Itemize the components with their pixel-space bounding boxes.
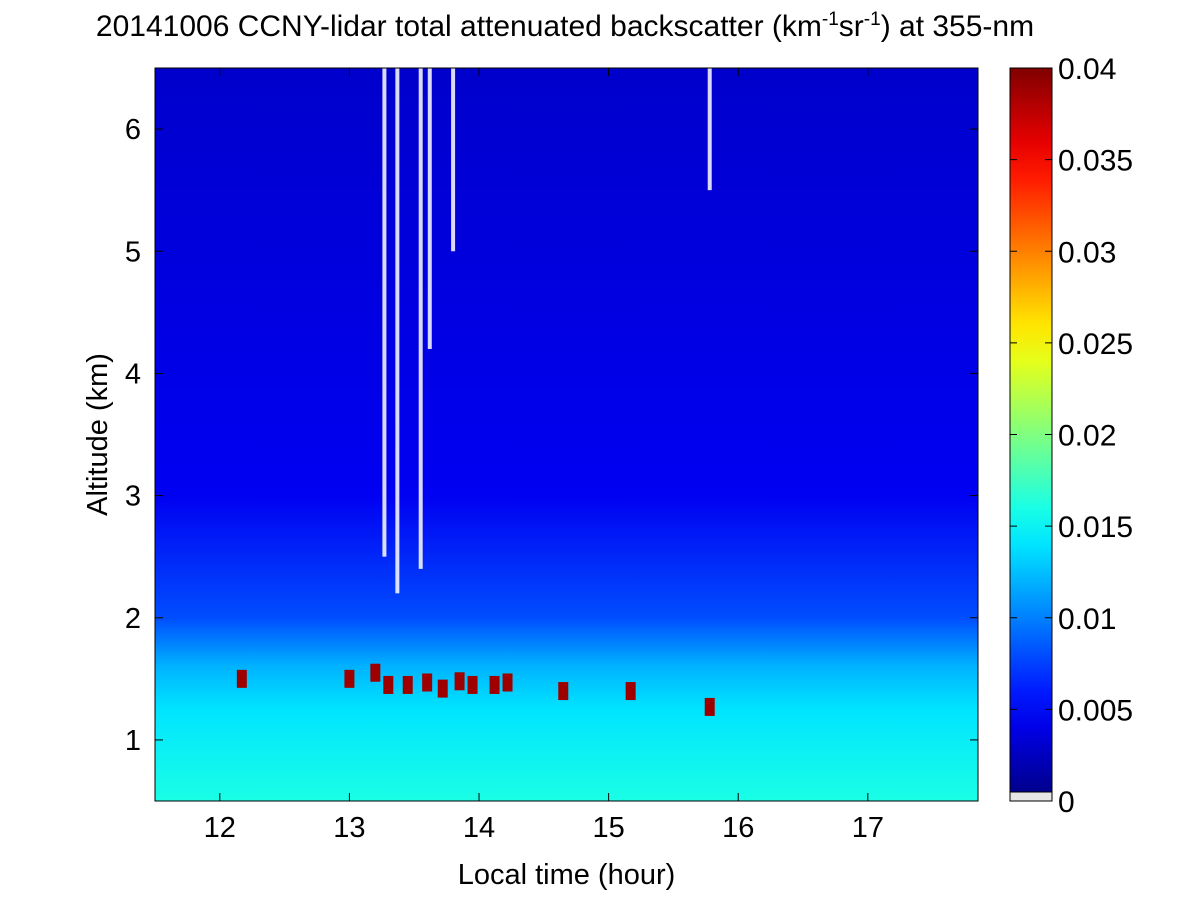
colorbar-tick-label: 0.03 [1058,236,1116,269]
colorbar: 0 0.005 0.01 0.015 0.02 0.025 0.03 0.035 0.04 [1009,53,1133,819]
colorbar-tick-label: 0.02 [1058,420,1116,453]
missing-data-columns [382,68,712,594]
y-tick-label: 4 [125,358,141,390]
heatmap-field [155,68,978,801]
missing-data-column [707,68,712,191]
colorbar-tick-label: 0.04 [1058,53,1116,86]
cloud-patch [402,675,413,694]
missing-data-column [427,68,432,349]
cloud-patch [437,679,448,698]
x-axis-label: Local time (hour) [458,859,676,891]
cloud-patch [467,675,478,694]
colorbar-tick-label: 0.025 [1058,328,1133,361]
colorbar-below-range [1009,791,1053,802]
x-tick-label: 16 [722,812,754,844]
cloud-patch [625,682,636,701]
colorbar-tick-label: 0.005 [1058,694,1133,727]
missing-data-column [395,68,400,594]
missing-data-column [418,68,423,569]
cloud-patch [344,669,355,688]
colorbar-tick-label: 0.01 [1058,603,1116,636]
y-tick-label: 3 [125,481,141,513]
cloud-patch [502,673,513,692]
chart-title: 20141006 CCNY-lidar total attenuated bac… [95,9,1035,43]
cloud-patch [370,663,381,682]
x-tick-label: 14 [463,812,495,844]
y-tick-label: 6 [125,114,141,146]
cloud-patch [422,673,433,692]
x-tick-label: 15 [592,812,624,844]
colorbar-tick-label: 0.015 [1058,511,1133,544]
y-axis: 1 2 3 4 5 6 [125,114,978,757]
y-tick-label: 5 [125,236,141,268]
cloud-patch [236,669,247,688]
cloud-patch [704,697,715,716]
cloud-patch [454,672,465,691]
cloud-patches [236,663,715,716]
x-axis: 12 13 14 15 16 17 [204,68,884,844]
colorbar-ticks: 0 0.005 0.01 0.015 0.02 0.025 0.03 0.035 0.04 [1009,53,1133,819]
cloud-patch [383,675,394,694]
y-axis-label: Altitude (km) [82,353,114,516]
cloud-patch [489,675,500,694]
colorbar-tick-label: 0.035 [1058,145,1133,178]
y-tick-label: 1 [125,725,141,757]
plot-frame [154,67,979,802]
missing-data-column [451,68,456,252]
colorbar-tick-label: 0 [1058,786,1075,819]
cloud-patch [558,682,569,701]
missing-data-column [382,68,387,557]
x-tick-label: 12 [204,812,236,844]
y-tick-label: 2 [125,603,141,635]
backscatter-heatmap [155,68,978,801]
x-tick-label: 17 [852,812,884,844]
x-tick-label: 13 [333,812,365,844]
